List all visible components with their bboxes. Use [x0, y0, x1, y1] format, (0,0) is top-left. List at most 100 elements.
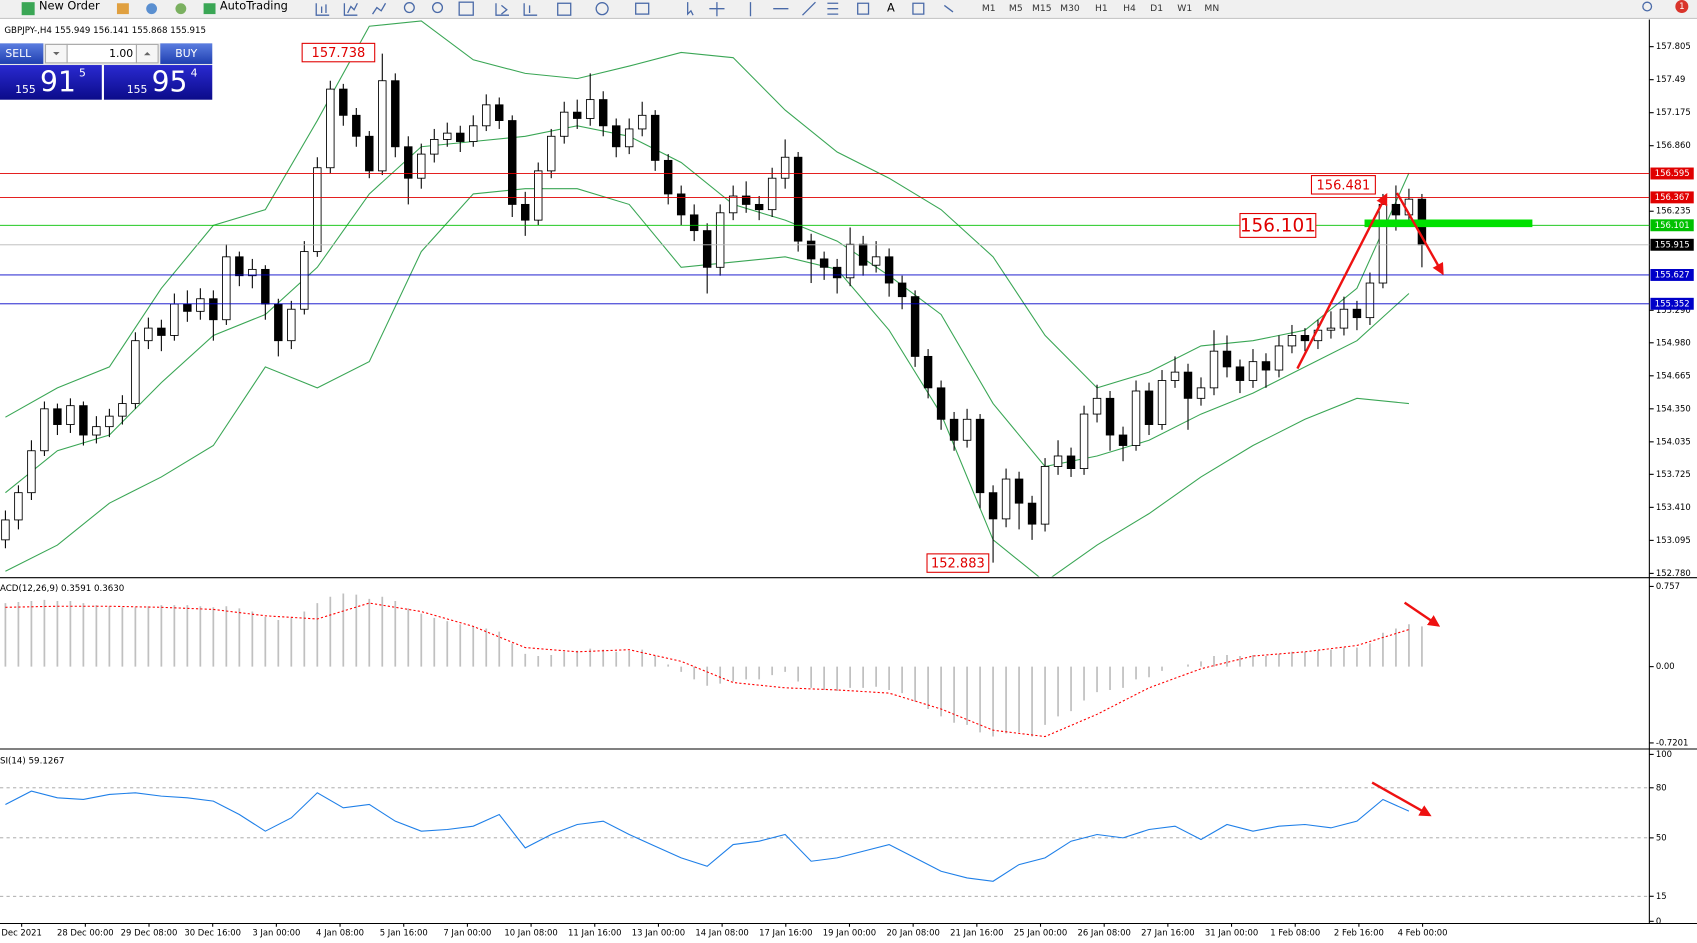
new-order-icon[interactable]	[21, 2, 35, 16]
price-line-label: 155.352	[1655, 298, 1690, 308]
toolbar-icon[interactable]	[146, 3, 158, 15]
timeframe-button[interactable]: MN	[1204, 3, 1219, 14]
candle-body	[1222, 350, 1232, 368]
bid-box[interactable]	[0, 65, 102, 100]
x-tick-label: 30 Dec 16:00	[184, 928, 241, 938]
ask-box[interactable]	[103, 65, 213, 100]
timeframe-button[interactable]: H1	[1095, 3, 1108, 14]
candle-body	[40, 408, 49, 452]
candle-body	[767, 177, 777, 211]
timeframe-button[interactable]: H4	[1123, 3, 1136, 14]
candle-body	[650, 114, 660, 161]
candle-body	[417, 153, 426, 179]
x-tick-label: 7 Jan 00:00	[443, 928, 491, 938]
macd-arrow	[1403, 601, 1441, 627]
candle-body	[222, 256, 231, 321]
candle-icon[interactable]	[343, 2, 358, 16]
candle-body	[144, 327, 153, 342]
y-tick-label: 0.00	[1656, 661, 1675, 671]
candle-body	[559, 111, 569, 137]
x-tick-label: 28 Dec 00:00	[57, 928, 114, 938]
toolbar-icon[interactable]	[175, 3, 187, 15]
new-order-button[interactable]: New Order	[39, 0, 100, 13]
price-annotation-box	[301, 42, 376, 63]
candle-body	[1027, 502, 1037, 525]
candle-body	[1092, 397, 1102, 415]
price-annotation-box	[1310, 175, 1376, 195]
candle-body	[1300, 335, 1310, 342]
autoscroll-icon[interactable]	[495, 3, 509, 16]
zoom-out-icon[interactable]	[431, 2, 444, 14]
templates-icon[interactable]	[635, 2, 650, 15]
cursor-icon[interactable]	[687, 2, 694, 16]
y-tick-label: 156.860	[1656, 140, 1691, 150]
candle-body	[378, 80, 387, 172]
candle-body	[845, 243, 855, 279]
notification-badge[interactable]	[1675, 0, 1689, 14]
y-tick-label: 50	[1656, 832, 1667, 842]
candle-body	[962, 418, 972, 441]
bid-big-figure: 155	[15, 83, 36, 96]
drawing-tools[interactable]	[749, 1, 870, 17]
crosshair-icon[interactable]	[709, 2, 725, 17]
x-tick-label: Dec 2021	[1, 928, 41, 938]
text-tool[interactable]: A	[887, 1, 895, 15]
x-tick-label: 10 Jan 08:00	[504, 928, 557, 938]
y-tick-label: -0.7201	[1656, 737, 1689, 747]
price-panel	[0, 20, 1650, 577]
price-line-tag	[1650, 268, 1694, 281]
toolbar-icon[interactable]	[116, 3, 129, 15]
candle-body	[1326, 327, 1336, 331]
timeframe-button[interactable]: M30	[1060, 3, 1080, 14]
candle-body	[1287, 335, 1297, 347]
candle-body	[27, 450, 36, 494]
x-tick-label: 29 Dec 08:00	[121, 928, 178, 938]
x-tick-label: 27 Jan 16:00	[1141, 928, 1194, 938]
candle-body	[248, 268, 257, 277]
autotrading-button[interactable]: AutoTrading	[220, 0, 288, 13]
x-tick-label: 25 Jan 00:00	[1014, 928, 1067, 938]
buy-button[interactable]	[160, 43, 213, 64]
candle-body	[1170, 371, 1180, 381]
line-chart-icon[interactable]	[371, 2, 387, 15]
candle-body	[14, 492, 23, 521]
candle-body	[663, 159, 673, 195]
y-tick-label: 153.095	[1656, 535, 1691, 545]
y-tick-label: 154.980	[1656, 337, 1691, 347]
bar-chart-icon[interactable]	[315, 3, 330, 16]
candle-body	[313, 167, 322, 253]
sell-button[interactable]	[0, 43, 44, 64]
search-icon[interactable]	[1642, 1, 1653, 12]
tile-icon[interactable]	[458, 1, 474, 16]
zoom-in-icon[interactable]	[403, 2, 415, 14]
timeframe-button[interactable]: D1	[1150, 3, 1163, 14]
candle-body	[300, 251, 309, 310]
candle-body	[521, 203, 530, 221]
periods-icon[interactable]	[595, 2, 609, 16]
drawing-tools-more[interactable]	[912, 2, 954, 15]
sell-label: SELL	[5, 47, 31, 60]
candle-body	[806, 240, 816, 260]
candle-body	[1144, 390, 1154, 425]
price-annotation: 156.481	[1317, 178, 1371, 193]
shift-icon[interactable]	[523, 3, 538, 16]
autotrading-icon[interactable]	[203, 3, 216, 15]
price-annotation-box	[1239, 212, 1317, 238]
y-tick-label: 152.780	[1656, 568, 1691, 578]
candle-body	[975, 418, 985, 494]
candle-body	[1274, 345, 1284, 371]
price-line-tag	[1650, 167, 1694, 180]
macd-header: ACD(12,26,9) 0.3591 0.3630	[0, 584, 124, 594]
indicators-icon[interactable]	[557, 2, 572, 16]
x-tick-label: 17 Jan 16:00	[759, 928, 812, 938]
timeframe-button[interactable]: M1	[982, 3, 996, 14]
price-line-label: 156.367	[1655, 192, 1690, 202]
y-tick-label: 0.757	[1656, 581, 1680, 591]
timeframe-button[interactable]: M15	[1032, 3, 1052, 14]
timeframe-button[interactable]: M5	[1009, 3, 1023, 14]
x-tick-label: 20 Jan 08:00	[886, 928, 939, 938]
y-tick-label: 156.235	[1656, 206, 1691, 216]
timeframe-button[interactable]: W1	[1177, 3, 1192, 14]
price-annotation-box	[926, 553, 990, 573]
